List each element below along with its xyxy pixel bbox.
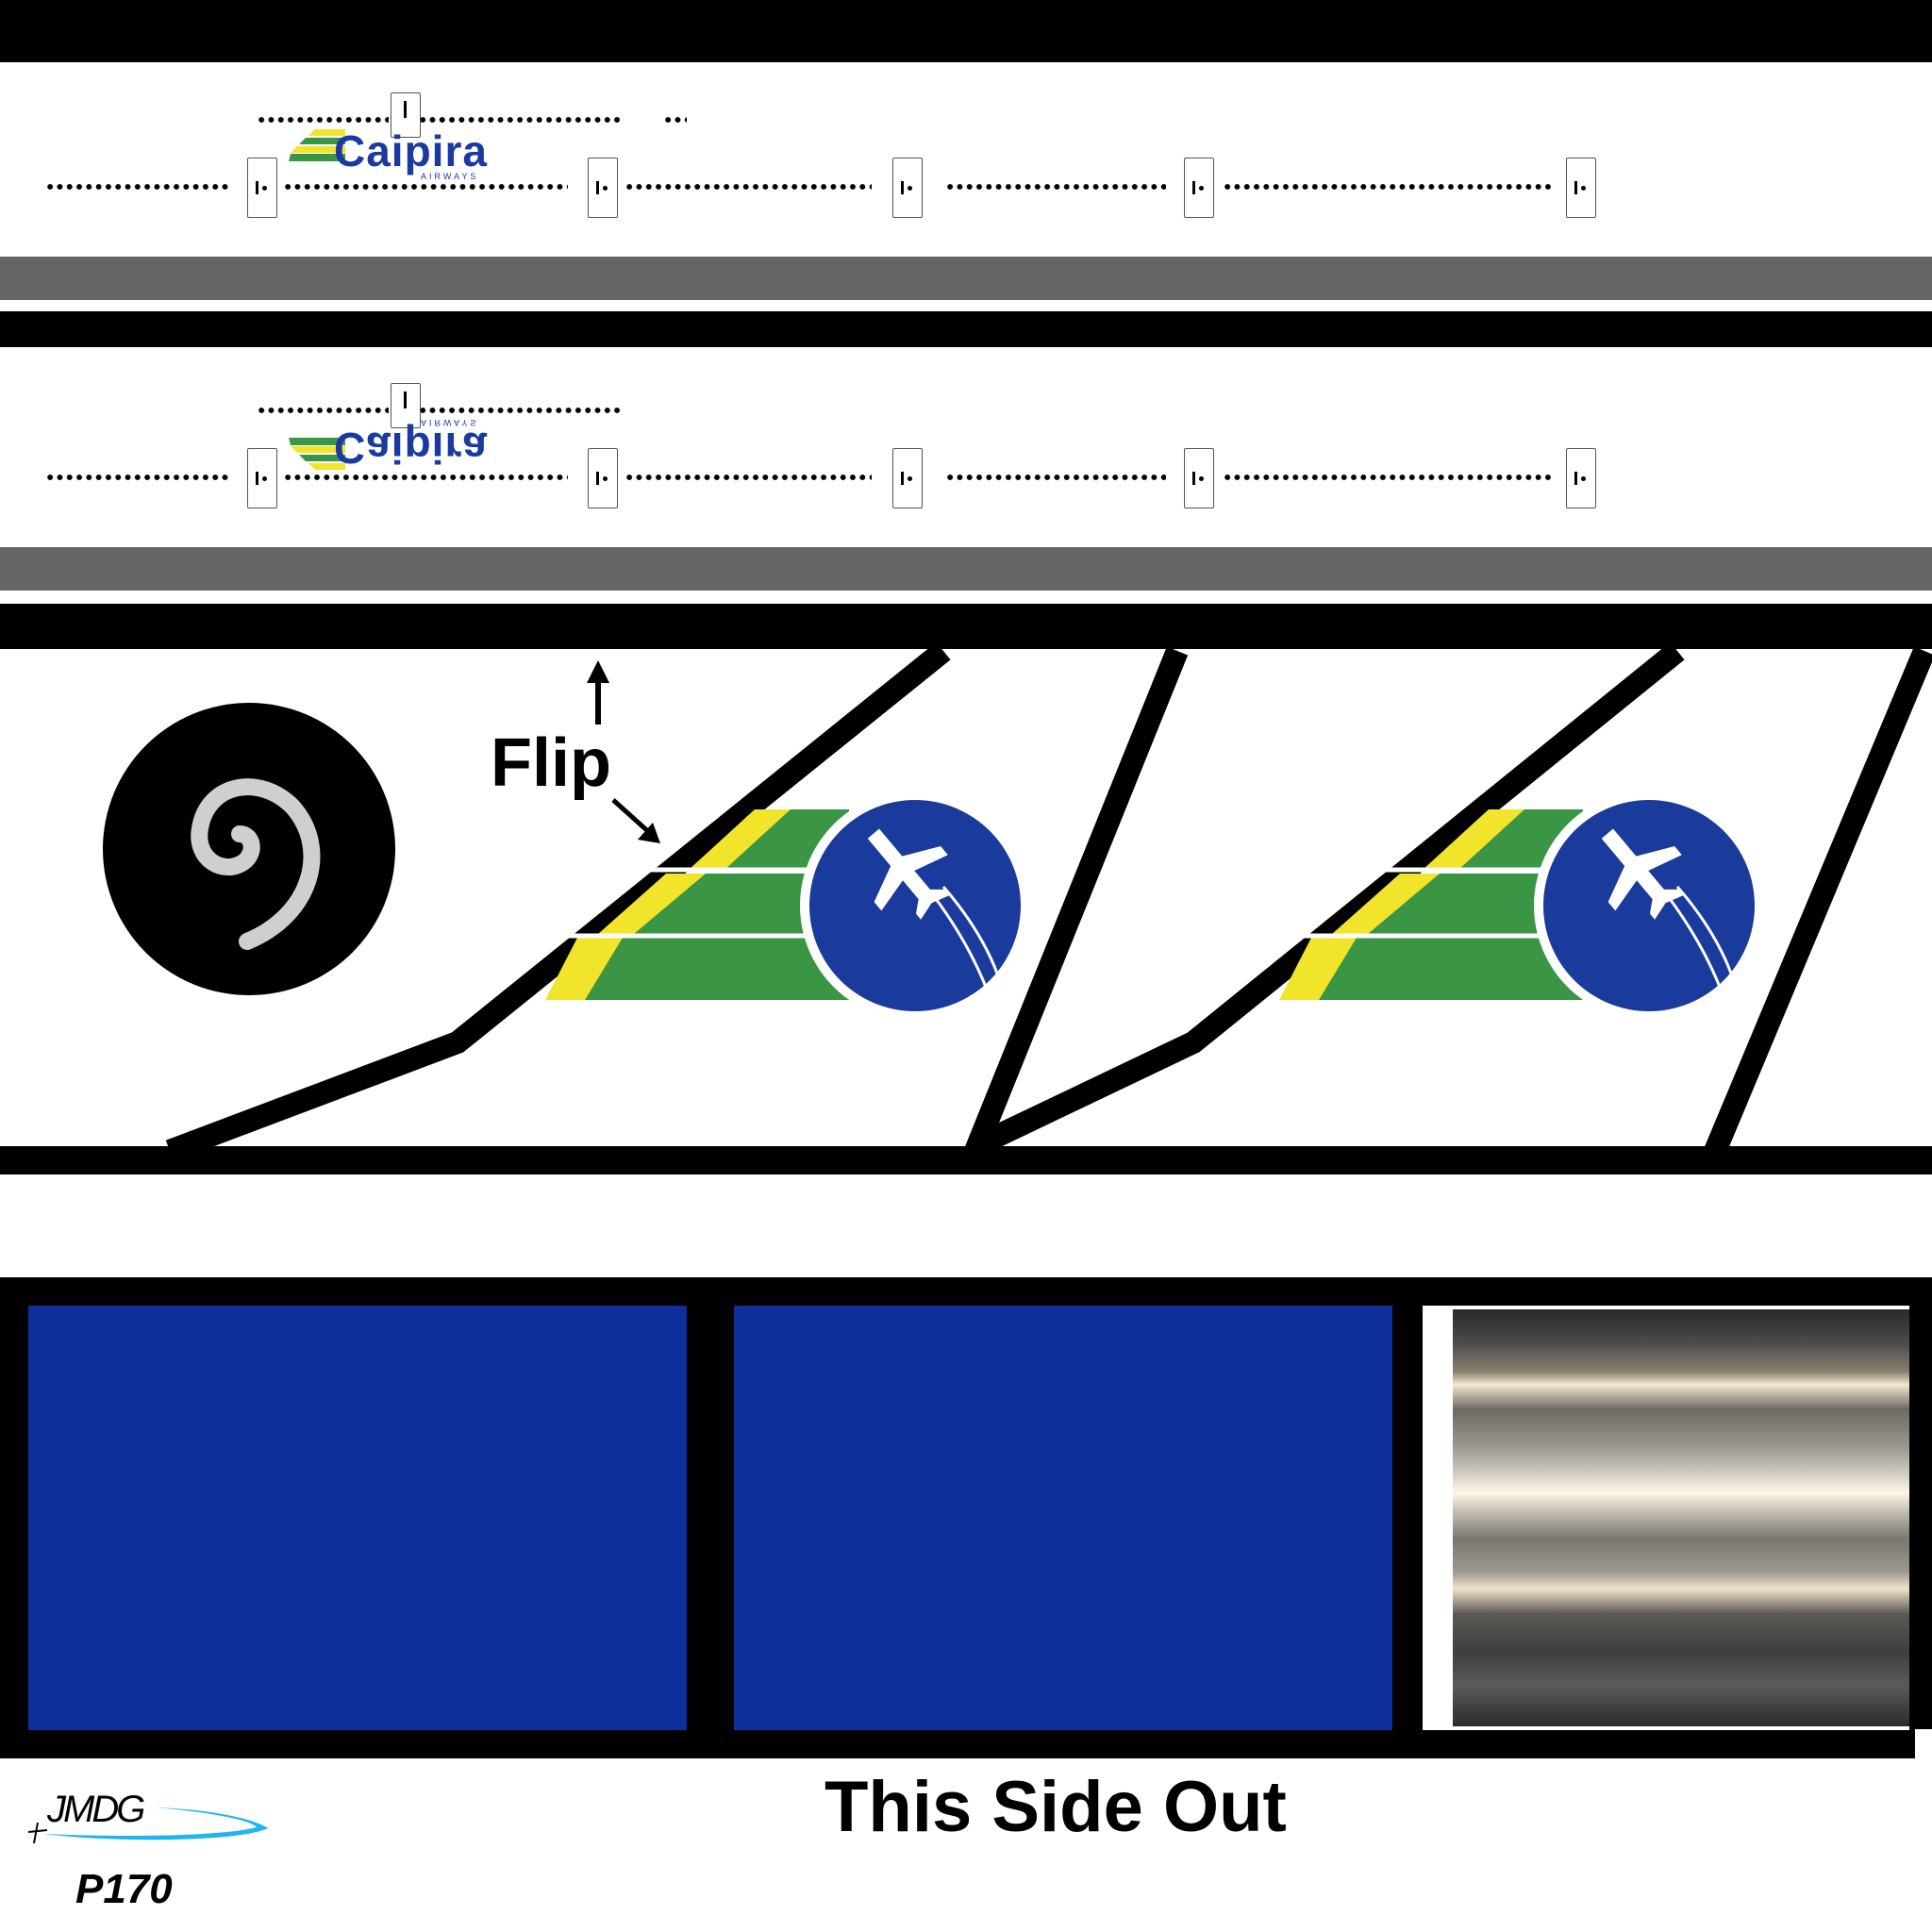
window-dots-row <box>945 474 1166 481</box>
metal-panel <box>1453 1309 1909 1726</box>
door <box>1184 448 1214 508</box>
arrow-diagonal-icon <box>611 798 660 843</box>
arrow-up-icon <box>587 660 609 724</box>
caipira-logo-mirrored: Caipira AIRWAYS <box>289 417 515 474</box>
window-dots-row <box>418 116 620 124</box>
brand-subtext: AIRWAYS <box>421 172 479 181</box>
window-dots-row <box>663 116 687 124</box>
spiral-icon <box>191 778 321 950</box>
chevron-stripes-icon <box>289 438 345 470</box>
window-dots-row <box>418 407 620 414</box>
door <box>588 158 618 218</box>
window-dots-row <box>45 183 228 191</box>
airplane-icon <box>867 828 950 920</box>
tail-section <box>103 641 1932 1162</box>
window-dots-row <box>1223 183 1551 191</box>
brand-subtext: AIRWAYS <box>421 418 479 427</box>
fuselage-stripe <box>0 547 1932 591</box>
spiral-badge <box>103 703 395 995</box>
window-dots-row <box>45 474 228 481</box>
brand-text: Caipira <box>334 424 488 473</box>
caipira-logo: Caipira AIRWAYS <box>289 125 515 182</box>
door-window <box>391 92 421 138</box>
window-dots-row <box>945 183 1166 191</box>
window-dots-row <box>625 474 872 481</box>
door-window <box>391 383 421 428</box>
window-dots-row <box>283 474 568 481</box>
separator-bar <box>0 311 1932 347</box>
swoosh-icon <box>27 1807 268 1844</box>
side-label: This Side Out <box>824 1767 1287 1847</box>
window-dots-row <box>1223 474 1551 481</box>
separator-bar <box>0 604 1932 649</box>
chevron-stripes-icon <box>289 129 345 161</box>
model-code: P170 <box>75 1866 173 1912</box>
door <box>247 448 277 508</box>
tail-logo-right <box>1279 791 1764 1021</box>
window-dots-row <box>257 407 389 414</box>
tail-outline-right <box>980 641 1685 1152</box>
navy-panel-left <box>28 1306 687 1730</box>
separator-bar <box>0 1146 1932 1174</box>
tail-logo-left <box>545 791 1030 1021</box>
door <box>1184 158 1214 218</box>
door <box>247 158 277 218</box>
window-dots-row <box>283 183 568 191</box>
door <box>892 158 923 218</box>
door <box>892 448 923 508</box>
top-border-bar <box>0 0 1932 62</box>
signature-logo: JMDG <box>15 1785 279 1851</box>
door <box>1566 448 1596 508</box>
tail-divider <box>962 646 1189 1160</box>
door <box>588 448 618 508</box>
navy-panel-middle <box>734 1306 1392 1730</box>
window-dots-row <box>625 183 872 191</box>
door <box>1566 158 1596 218</box>
tail-outline-left <box>165 641 951 1162</box>
window-dots-row <box>257 116 389 124</box>
airplane-icon <box>1601 828 1684 920</box>
fuselage-stripe <box>0 257 1932 300</box>
tail-edge-right <box>1702 646 1932 1160</box>
flip-label: Flip <box>491 725 611 801</box>
signature-text: JMDG <box>47 1789 145 1830</box>
panel-frame-notch <box>1915 1729 1932 1767</box>
brand-text: Caipira <box>334 126 488 175</box>
